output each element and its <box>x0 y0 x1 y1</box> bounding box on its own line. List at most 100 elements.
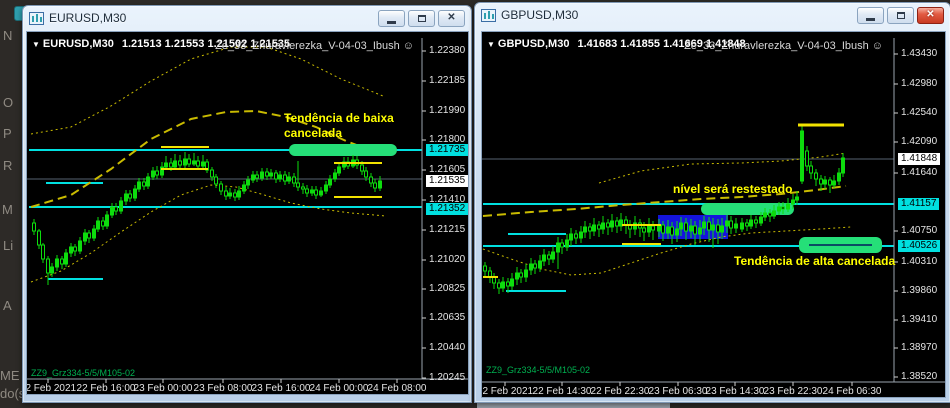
price-label: 1.42980 <box>901 78 938 89</box>
quote-ohlc: 1.21513 1.21553 1.21502 1.21535 <box>121 38 291 50</box>
price-label: 1.21352 <box>426 203 468 215</box>
quote-bar: ▼ GBPUSD,M30 1.41683 1.41855 1.41669 1.418… <box>487 38 746 50</box>
indicator-label: Ze_33_Zhuravlerezka_V-04-03_Ibush ☺ <box>684 40 883 52</box>
time-label: 23 Feb 16:00 <box>251 383 311 394</box>
chart-window-icon <box>481 8 496 22</box>
time-label: 23 Feb 14:30 <box>705 386 765 397</box>
background-letter: O <box>3 95 14 110</box>
minimize-button[interactable] <box>857 6 884 24</box>
restore-icon <box>417 14 426 22</box>
quote-ohlc: 1.41683 1.41855 1.41669 1.41848 <box>577 38 746 50</box>
window-eurusd: EURUSD,M30 ✕ ▼ EURUSD,M30 1.21513 1.21553 … <box>22 5 472 403</box>
minimize-button[interactable] <box>378 9 405 27</box>
price-label: 1.20635 <box>429 312 466 323</box>
price-label: 1.20440 <box>429 342 466 353</box>
price-label: 1.39410 <box>901 314 938 325</box>
chart-gbpusd[interactable]: ▼ GBPUSD,M30 1.41683 1.41855 1.41669 1.418… <box>481 31 946 398</box>
smiley-icon: ☺ <box>402 40 414 52</box>
chart-canvas-gbpusd[interactable] <box>482 32 945 397</box>
time-label: 22 Feb 22:30 <box>590 386 650 397</box>
time-label: 22 Feb 2021 <box>26 383 77 394</box>
minimize-icon <box>387 20 396 24</box>
indicator-footer: ZZ9_Grz334-5/5/M105-02 <box>486 365 591 375</box>
price-label: 1.38520 <box>901 371 938 382</box>
quote-symbol: EURUSD,M30 <box>42 38 114 50</box>
annotation-uptrend-cancelled: Tendência de alta cancelada <box>734 254 896 268</box>
smiley-icon: ☺ <box>871 40 883 52</box>
time-axis[interactable]: 22 Feb 2021 22 Feb 14:30 22 Feb 22:30 23 Fe… <box>481 386 945 397</box>
background-letter: M <box>2 202 13 217</box>
price-label: 1.21735 <box>426 144 468 156</box>
time-label: 24 Feb 00:00 <box>309 383 369 394</box>
time-label: 24 Feb 06:30 <box>822 386 882 397</box>
close-icon: ✕ <box>447 12 456 23</box>
price-label: 1.21020 <box>429 254 466 265</box>
background-letter: ME <box>0 368 20 383</box>
close-icon: ✕ <box>926 9 935 20</box>
time-label: 23 Feb 22:30 <box>763 386 823 397</box>
close-button[interactable]: ✕ <box>438 9 465 27</box>
background-letter: A <box>3 298 12 313</box>
time-label: 23 Feb 06:30 <box>648 386 708 397</box>
price-label: 1.39860 <box>901 285 938 296</box>
titlebar-eurusd[interactable]: EURUSD,M30 ✕ <box>23 6 471 30</box>
minimize-icon <box>866 17 875 21</box>
price-label: 1.20825 <box>429 283 466 294</box>
close-button[interactable]: ✕ <box>917 6 944 24</box>
price-label: 1.42090 <box>901 136 938 147</box>
background-letter: R <box>3 158 13 173</box>
price-label: 1.40310 <box>901 256 938 267</box>
quote-symbol: GBPUSD,M30 <box>497 38 570 50</box>
price-label: 1.22380 <box>429 45 466 56</box>
price-label: 1.41157 <box>898 198 940 210</box>
price-label: 1.42540 <box>901 107 938 118</box>
price-label: 1.38970 <box>901 342 938 353</box>
restore-button[interactable] <box>887 6 914 24</box>
window-gbpusd: GBPUSD,M30 ✕ ▼ GBPUSD,M30 1.41683 1.41855 … <box>474 2 950 403</box>
price-label: 1.21215 <box>429 224 466 235</box>
price-label: 1.22185 <box>429 75 466 86</box>
annotation-downtrend-cancelled-line1: Tendência de baixa <box>284 111 394 125</box>
price-label: 1.21410 <box>429 194 466 205</box>
annotation-downtrend-cancelled-line2: cancelada <box>284 126 343 140</box>
price-label: 1.21990 <box>429 105 466 116</box>
titlebar-gbpusd[interactable]: GBPUSD,M30 ✕ <box>475 3 950 27</box>
restore-button[interactable] <box>408 9 435 27</box>
time-label: 22 Feb 16:00 <box>76 383 136 394</box>
time-label: 23 Feb 00:00 <box>133 383 193 394</box>
time-label: 23 Feb 08:00 <box>193 383 253 394</box>
background-letter: do(s <box>0 386 26 401</box>
annotation-level-retest: nível será restestado <box>673 182 793 196</box>
price-axis[interactable]: 1.22380 1.22185 1.21990 1.21800 1.21735 1.216… <box>422 32 468 394</box>
chart-canvas-eurusd[interactable] <box>27 32 468 394</box>
background-letter: Li <box>3 238 14 253</box>
symbol-dropdown-icon[interactable]: ▼ <box>32 40 40 49</box>
price-label: 1.20245 <box>429 372 466 383</box>
chart-eurusd[interactable]: ▼ EURUSD,M30 1.21513 1.21553 1.21502 1.215… <box>26 31 469 395</box>
price-label: 1.41640 <box>901 167 938 178</box>
price-label: 1.40750 <box>901 225 938 236</box>
background-letter: N <box>3 28 13 43</box>
price-axis[interactable]: 1.43430 1.42980 1.42540 1.42090 1.41848 1.416… <box>894 32 945 397</box>
price-label: 1.21535 <box>426 175 468 187</box>
chart-window-icon <box>29 11 44 25</box>
price-label: 1.21800 <box>429 134 466 145</box>
window-title: GBPUSD,M30 <box>501 8 579 22</box>
symbol-dropdown-icon[interactable]: ▼ <box>487 40 495 49</box>
price-label: 1.21605 <box>429 164 466 175</box>
restore-icon <box>896 11 905 19</box>
time-label: 22 Feb 14:30 <box>532 386 592 397</box>
time-label: 24 Feb 08:00 <box>367 383 427 394</box>
indicator-footer: ZZ9_Grz334-5/5/M105-02 <box>31 368 136 378</box>
quote-bar: ▼ EURUSD,M30 1.21513 1.21553 1.21502 1.215… <box>32 38 290 50</box>
time-label: 22 Feb 2021 <box>481 386 534 397</box>
taskbar-fragment <box>477 401 670 408</box>
price-label: 1.41848 <box>898 153 941 165</box>
indicator-label: Ze_33_Zhuravlerezka_V-04-03_Ibush ☺ <box>215 40 414 52</box>
window-title: EURUSD,M30 <box>49 11 127 25</box>
background-letter: P <box>3 126 12 141</box>
price-label: 1.43430 <box>901 48 938 59</box>
price-label: 1.40526 <box>898 240 941 252</box>
